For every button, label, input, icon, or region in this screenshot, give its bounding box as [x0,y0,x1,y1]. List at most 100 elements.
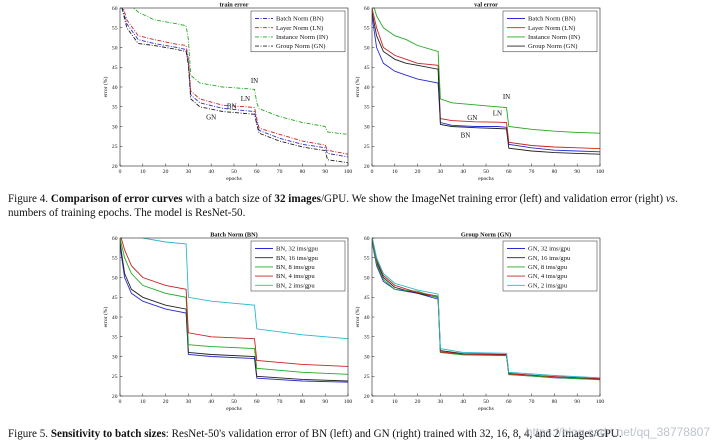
legend-label: BN, 8 ims/gpu [276,264,315,271]
y-tick-label: 35 [364,105,370,111]
series-line-bn-2-ims-gpu [140,238,348,340]
x-tick-label: 100 [596,169,605,175]
x-tick-label: 70 [529,399,535,405]
x-tick-label: 60 [506,399,512,405]
legend-label: Group Norm (GN) [528,43,577,50]
y-tick-label: 25 [364,374,370,380]
figure4-text2: /GPU. We show the ImageNet training erro… [320,193,666,205]
x-tick-label: 40 [460,399,466,405]
x-tick-label: 60 [254,399,260,405]
y-tick-label: 25 [364,144,370,150]
x-tick-label: 60 [254,169,260,175]
legend-label: GN, 16 ims/gpu [528,255,571,262]
legend-label: Group Norm (GN) [276,43,325,50]
figure4-text1: with a batch size of [182,193,275,205]
y-tick-label: 40 [112,85,118,91]
figure4-bold: Comparison of error curves [50,193,183,205]
plot-frame [371,7,601,167]
x-tick-label: 10 [392,399,398,405]
figure5-bold: Sensitivity to batch sizes [50,428,166,440]
curve-label: IN [503,93,510,101]
x-tick-label: 40 [460,169,466,175]
x-tick-label: 80 [300,399,306,405]
x-axis-label: epochs [226,406,242,412]
x-tick-label: 0 [119,399,122,405]
series-line-group-norm-gn [372,11,600,155]
x-tick-label: 90 [574,169,580,175]
legend-label: BN, 2 ims/gpu [276,282,315,289]
legend-label: BN, 32 ims/gpu [276,246,319,253]
chart-title: Batch Norm (BN) [210,232,258,239]
x-tick-label: 20 [415,399,421,405]
x-tick-label: 40 [208,169,214,175]
chart-title: Group Norm (GN) [461,232,511,239]
x-tick-label: 90 [574,399,580,405]
x-tick-label: 50 [231,399,237,405]
y-tick-label: 35 [364,335,370,341]
x-tick-label: 50 [231,169,237,175]
figure4-italic: vs [665,193,676,205]
series-line-instance-norm-in [132,8,348,135]
legend-box [250,240,346,292]
y-tick-label: 30 [364,124,370,130]
y-axis-label: error (%) [102,307,109,328]
x-axis-label: epochs [226,176,242,182]
chart-val-error: val error 0 10 20 30 40 50 60 70 80 90 100 20 25 30 35 4… [354,2,605,183]
y-tick-label: 35 [112,335,118,341]
y-tick-label: 40 [364,315,370,321]
curve-label: LN [241,95,250,103]
series-line-layer-norm-ln [372,8,600,150]
x-tick-label: 10 [140,399,146,405]
series-line-batch-norm-bn [372,15,600,153]
curve-label: GN [467,114,477,122]
curve-label: IN [251,77,258,85]
y-tick-label: 45 [364,295,370,301]
y-tick-label: 55 [364,26,370,32]
legend-label: Batch Norm (BN) [276,16,324,23]
legend-box [502,10,598,53]
y-tick-label: 60 [364,236,370,242]
y-tick-label: 30 [112,124,118,130]
y-tick-label: 20 [364,164,370,170]
figure4-bold-num: 32 images [274,193,321,205]
x-tick-label: 60 [506,169,512,175]
x-tick-label: 0 [119,169,122,175]
y-tick-label: 50 [364,275,370,281]
chart-gn-batch-sizes: Group Norm (GN) 0 10 20 30 40 50 60 70 80 90 100 20 2… [354,232,605,413]
x-tick-label: 0 [371,399,374,405]
x-tick-label: 50 [483,169,489,175]
x-tick-label: 20 [163,399,169,405]
legend-label: Layer Norm (LN) [528,25,575,32]
watermark: https://blog.csdn.net/qq_38778807 [525,425,710,439]
plot-frame [119,237,349,397]
y-tick-label: 45 [364,65,370,71]
x-axis-label: epochs [478,176,494,182]
x-tick-label: 90 [322,169,328,175]
y-tick-label: 40 [364,85,370,91]
x-tick-label: 70 [529,169,535,175]
x-axis-label: epochs [478,406,494,412]
x-tick-label: 100 [596,399,605,405]
series-line-batch-norm-bn [121,8,348,158]
x-tick-label: 80 [552,169,558,175]
y-tick-label: 45 [112,295,118,301]
legend-label: GN, 4 ims/gpu [528,273,568,280]
series-line-gn-2-ims-gpu [372,238,600,379]
x-tick-label: 30 [438,399,444,405]
figure4-label: Figure 4. [8,193,49,205]
figure5-caption: Figure 5. Sensitivity to batch sizes: Re… [8,427,714,441]
y-axis-label: error (%) [354,77,361,98]
chart-title: train error [219,2,248,9]
x-tick-label: 30 [186,169,192,175]
y-tick-label: 55 [364,256,370,262]
x-tick-label: 70 [277,169,283,175]
chart-train-error: train error 0 10 20 30 40 50 60 70 80 90 100 20 25 30 3… [102,2,352,183]
chart-bn-batch-sizes: Batch Norm (BN) 0 10 20 30 40 50 60 70 80 90 100 20 2… [102,232,352,413]
legend-label: BN, 16 ims/gpu [276,255,319,262]
y-tick-label: 45 [112,65,118,71]
figure4-caption: Figure 4. Comparison of error curves wit… [8,192,714,220]
legend-label: GN, 32 ims/gpu [528,246,571,253]
figure5-label: Figure 5. [8,428,49,440]
legend-label: GN, 8 ims/gpu [528,264,568,271]
y-tick-label: 55 [112,256,118,262]
